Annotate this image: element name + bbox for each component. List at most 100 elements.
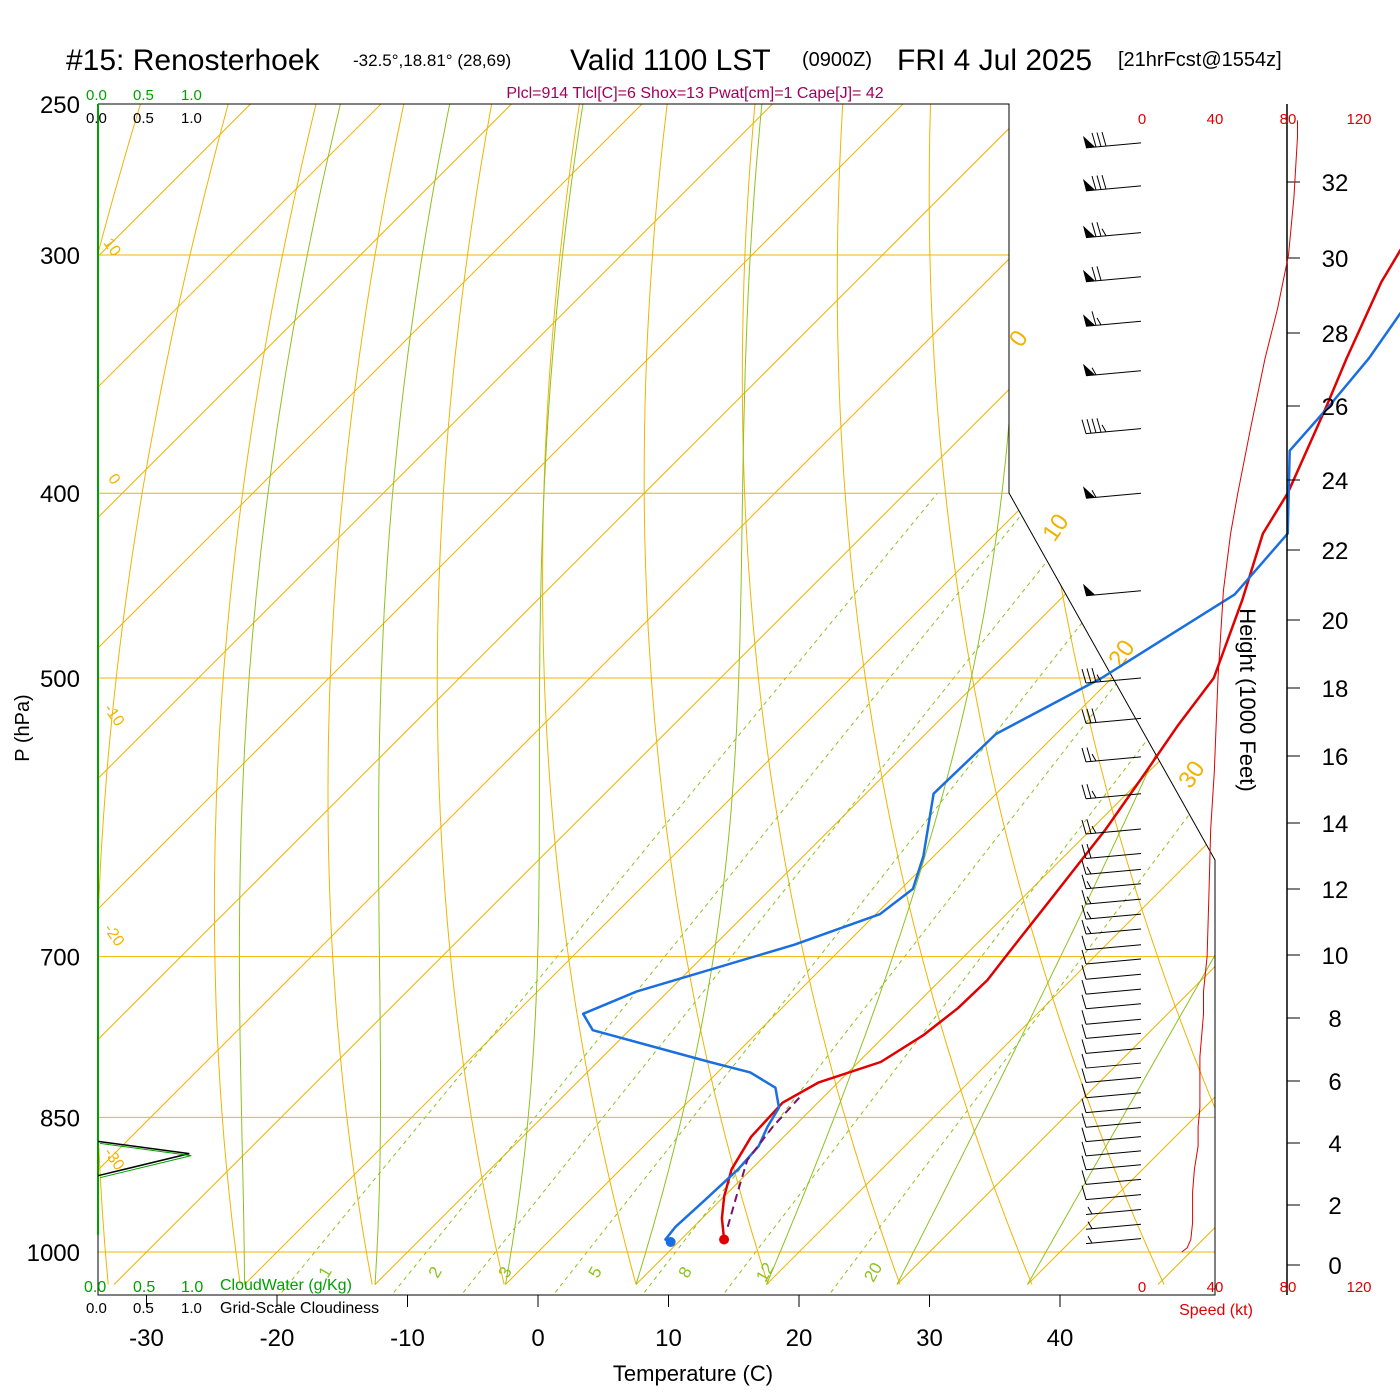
pressure-tick-label: 250	[40, 92, 80, 119]
station-coords: -32.5°,18.81° (28,69)	[353, 51, 511, 70]
wind-barb	[1081, 843, 1142, 859]
isotherm-label: 30	[1173, 756, 1210, 793]
wind-barb-feather	[1086, 881, 1092, 889]
height-tick-label: 24	[1322, 468, 1349, 495]
wind-barb	[1083, 222, 1142, 239]
dry-adiabat	[542, 104, 637, 1285]
moist-adiabat	[635, 104, 763, 1285]
wind-barb	[1081, 874, 1142, 890]
height-axis-title: Height (1000 Feet)	[1235, 608, 1260, 791]
wind-barb-feather	[1086, 419, 1092, 434]
wind-barb-feather	[1081, 1098, 1087, 1113]
mixing-ratio-label: 12	[752, 1259, 778, 1285]
wind-barb-staff	[1085, 1223, 1142, 1230]
wind-barb-feather	[1081, 874, 1087, 889]
height-tick-label: 8	[1328, 1006, 1341, 1033]
wind-barb-feather	[1091, 667, 1097, 683]
wind-barb	[1083, 266, 1142, 283]
wind-barb-feather	[1086, 896, 1092, 904]
wind-barb-feather	[1086, 926, 1092, 934]
wind-barb	[1081, 708, 1142, 724]
plot-frame	[97, 103, 1216, 1296]
height-tick-label: 22	[1322, 538, 1349, 565]
wind-barb-staff	[1085, 1018, 1142, 1025]
wind-barb-feather	[1086, 819, 1092, 834]
height-tick-label: 26	[1322, 394, 1349, 421]
wind-barb-staff	[1085, 1047, 1142, 1054]
wind-barb-staff	[1085, 898, 1142, 905]
wind-barb-feather	[1096, 175, 1102, 190]
isotherm-label: -10	[100, 701, 127, 730]
wind-speed-line	[1181, 120, 1298, 1253]
wind-barb-staff	[1085, 1032, 1142, 1039]
pressure-tick-label: 1000	[27, 1240, 80, 1267]
x-axis-title: Temperature (C)	[613, 1361, 773, 1386]
cloudiness-tick-2: 1.0	[181, 110, 202, 127]
wind-barb	[1081, 919, 1142, 935]
wind-barb-feather	[1081, 844, 1087, 859]
stability-indices: Plcl=914 Tlcl[C]=6 Shox=13 Pwat[cm]=1 Ca…	[506, 85, 883, 102]
height-tick-label: 0	[1328, 1253, 1341, 1280]
wind-barb-feather	[1081, 860, 1087, 875]
speed-axis-label: Speed (kt)	[1179, 1302, 1253, 1319]
temperature-axis: -30 -20 -10 0 10 20 30 40	[129, 1295, 1073, 1352]
temperature-tick-label: -20	[260, 1325, 295, 1352]
wind-barb-feather	[1101, 174, 1107, 190]
wind-barb-feather	[1081, 1010, 1087, 1025]
wind-barb-feather	[1081, 905, 1087, 920]
wind-barb-feather	[1091, 132, 1097, 148]
wind-barb-staff	[1085, 1194, 1142, 1201]
cloudiness-label: Grid-Scale Cloudiness	[220, 1300, 379, 1317]
dry-adiabat	[98, 104, 229, 1285]
wind-barb-staff	[1085, 958, 1142, 965]
wind-barb-feather	[1101, 424, 1107, 433]
wind-barb	[1081, 819, 1142, 835]
wind-barb-staff	[1085, 677, 1142, 684]
height-tick-label: 2	[1328, 1193, 1341, 1220]
pressure-tick-label: 700	[40, 945, 80, 972]
height-tick-label: 20	[1322, 608, 1349, 635]
y-axis-title: P (hPa)	[12, 694, 34, 761]
isotherm-line	[244, 104, 1215, 1285]
wind-barb	[1083, 486, 1142, 499]
wind-barb	[1081, 1185, 1142, 1201]
wind-barb-staff	[1085, 142, 1142, 149]
wind-barb	[1081, 1141, 1142, 1157]
wind-barb-feather	[1091, 367, 1097, 376]
wind-barb	[1081, 1170, 1142, 1185]
wind-barb	[1081, 1039, 1142, 1054]
isotherm-line	[505, 104, 1215, 1285]
cloudwater-tick-2: 1.0	[181, 87, 202, 104]
wind-barb	[1081, 418, 1142, 435]
wind-barb-pennant	[1083, 486, 1095, 499]
wind-barb-feather	[1081, 949, 1087, 965]
temperature-tick-label: 30	[916, 1325, 943, 1352]
wind-barb-feather	[1096, 317, 1102, 326]
wind-barb	[1083, 583, 1142, 597]
height-tick-label: 16	[1322, 744, 1349, 771]
wind-barb-staff	[1085, 428, 1142, 435]
mixing-ratio-lines	[281, 492, 1215, 1293]
wind-barb-feather	[1081, 1053, 1087, 1069]
moist-adiabat	[505, 104, 584, 1285]
temperature-tick-label: 20	[786, 1325, 813, 1352]
wind-barb-staff	[1085, 1077, 1142, 1083]
moist-adiabat	[766, 104, 1025, 1285]
wind-barb-feather	[1091, 418, 1097, 433]
wind-barb	[1081, 905, 1142, 920]
wind-barb-staff	[1085, 868, 1142, 875]
speed-tick-bottom-2: 80	[1280, 1279, 1297, 1296]
wind-barb-feather	[1086, 911, 1092, 919]
wind-barb-feather	[1087, 1221, 1093, 1229]
moist-adiabat	[374, 104, 451, 1285]
height-tick-label: 4	[1328, 1131, 1341, 1158]
wind-barb-staff	[1085, 320, 1142, 327]
wind-barb	[1081, 1010, 1142, 1025]
wind-barb	[1085, 1206, 1142, 1216]
height-tick-label: 30	[1322, 246, 1349, 273]
wind-barb-feather	[1091, 753, 1097, 762]
cloud-cover-line	[97, 1140, 190, 1177]
cloudwater-tick-0: 0.0	[86, 87, 107, 104]
